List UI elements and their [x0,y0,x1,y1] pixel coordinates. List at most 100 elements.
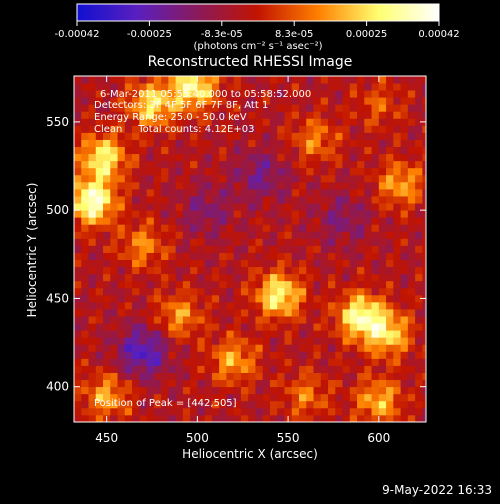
heatmap-cell [103,351,111,359]
heatmap-cell [357,294,365,303]
heatmap-cell [255,196,264,204]
heatmap-cell [415,365,423,373]
heatmap-cell [139,273,147,282]
heatmap-cell [400,111,409,119]
heatmap-cell [190,414,198,422]
heatmap-cell [415,83,423,91]
heatmap-cell [146,167,155,176]
heatmap-cell [407,330,416,338]
heatmap-cell [204,266,213,275]
heatmap-cell [277,196,285,204]
heatmap-cell [95,365,104,373]
heatmap-cell [284,231,293,239]
heatmap-cell [378,316,387,324]
heatmap-cell [132,196,140,204]
heatmap-cell [168,174,177,183]
heatmap-cell [219,224,227,232]
heatmap-cell [386,125,394,133]
heatmap-cell [103,146,111,155]
heatmap-cell [132,83,140,91]
heatmap-cell [320,238,329,246]
heatmap-cell [153,266,162,275]
heatmap-cell [132,386,140,395]
heatmap-cell [153,181,162,190]
heatmap-cell [291,372,300,381]
heatmap-cell [393,139,401,148]
heatmap-cell [190,309,198,317]
heatmap-cell [407,139,416,148]
heatmap-cell [211,372,220,381]
heatmap-cell [298,76,307,84]
heatmap-cell [240,365,249,373]
heatmap-cell [146,174,155,183]
heatmap-cell [400,238,409,246]
heatmap-cell [110,224,118,232]
heatmap-cell [132,414,140,422]
heatmap-cell [407,231,416,239]
heatmap-cell [233,294,242,303]
heatmap-cell [284,238,293,246]
heatmap-cell [269,379,278,388]
heatmap-cell [190,231,198,239]
heatmap-cell [240,407,249,416]
heatmap-cell [371,344,380,352]
heatmap-cell [182,139,191,148]
heatmap-cell [371,330,380,338]
heatmap-cell [146,280,155,289]
heatmap-cell [386,203,394,211]
heatmap-cell [335,132,343,140]
heatmap-cell [139,111,147,119]
heatmap-cell [393,132,401,140]
heatmap-cell [364,365,372,373]
heatmap-cell [117,83,126,91]
heatmap-cell [110,316,118,324]
heatmap-cell [313,358,322,366]
heatmap-cell [255,146,264,155]
heatmap-cell [168,407,177,416]
heatmap-cell [386,344,394,352]
heatmap-cell [146,351,155,359]
heatmap-cell [233,414,242,422]
heatmap-cell [298,309,307,317]
heatmap-cell [415,309,423,317]
heatmap-cell [197,259,206,268]
heatmap-cell [320,196,329,204]
heatmap-cell [364,358,372,366]
heatmap-cell [88,316,97,324]
heatmap-cell [407,351,416,359]
heatmap-cell [88,266,97,275]
heatmap-cell [284,301,293,310]
y-tick-label: 550 [46,115,69,129]
heatmap-cell [298,104,307,112]
heatmap-cell [95,414,104,422]
heatmap-cell [110,365,118,373]
heatmap-cell [349,97,358,105]
heatmap-cell [175,400,184,409]
heatmap-cell [262,224,271,232]
heatmap-cell [146,301,155,310]
heatmap-cell [342,111,351,119]
heatmap-cell [103,238,111,246]
y-axis-label: Heliocentric Y (arcsec) [25,183,39,318]
heatmap-cell [219,245,227,253]
heatmap-cell [320,153,329,162]
heatmap-cell [233,393,242,402]
heatmap-cell [74,414,82,422]
heatmap-cell [233,160,242,169]
heatmap-cell [306,196,314,204]
heatmap-cell [284,132,293,140]
heatmap-cell [291,358,300,366]
heatmap-cell [378,203,387,211]
colorbar-tick-label: 0.00042 [418,29,459,40]
heatmap-cell [269,210,278,218]
heatmap-cell [364,309,372,317]
heatmap-cell [146,224,155,232]
heatmap-cell [284,153,293,162]
heatmap-cell [313,139,322,148]
heatmap-cell [146,400,155,409]
heatmap-cell [226,280,235,289]
heatmap-cell [262,273,271,282]
heatmap-cell [262,90,271,98]
heatmap-cell [291,330,300,338]
heatmap-cell [335,210,343,218]
